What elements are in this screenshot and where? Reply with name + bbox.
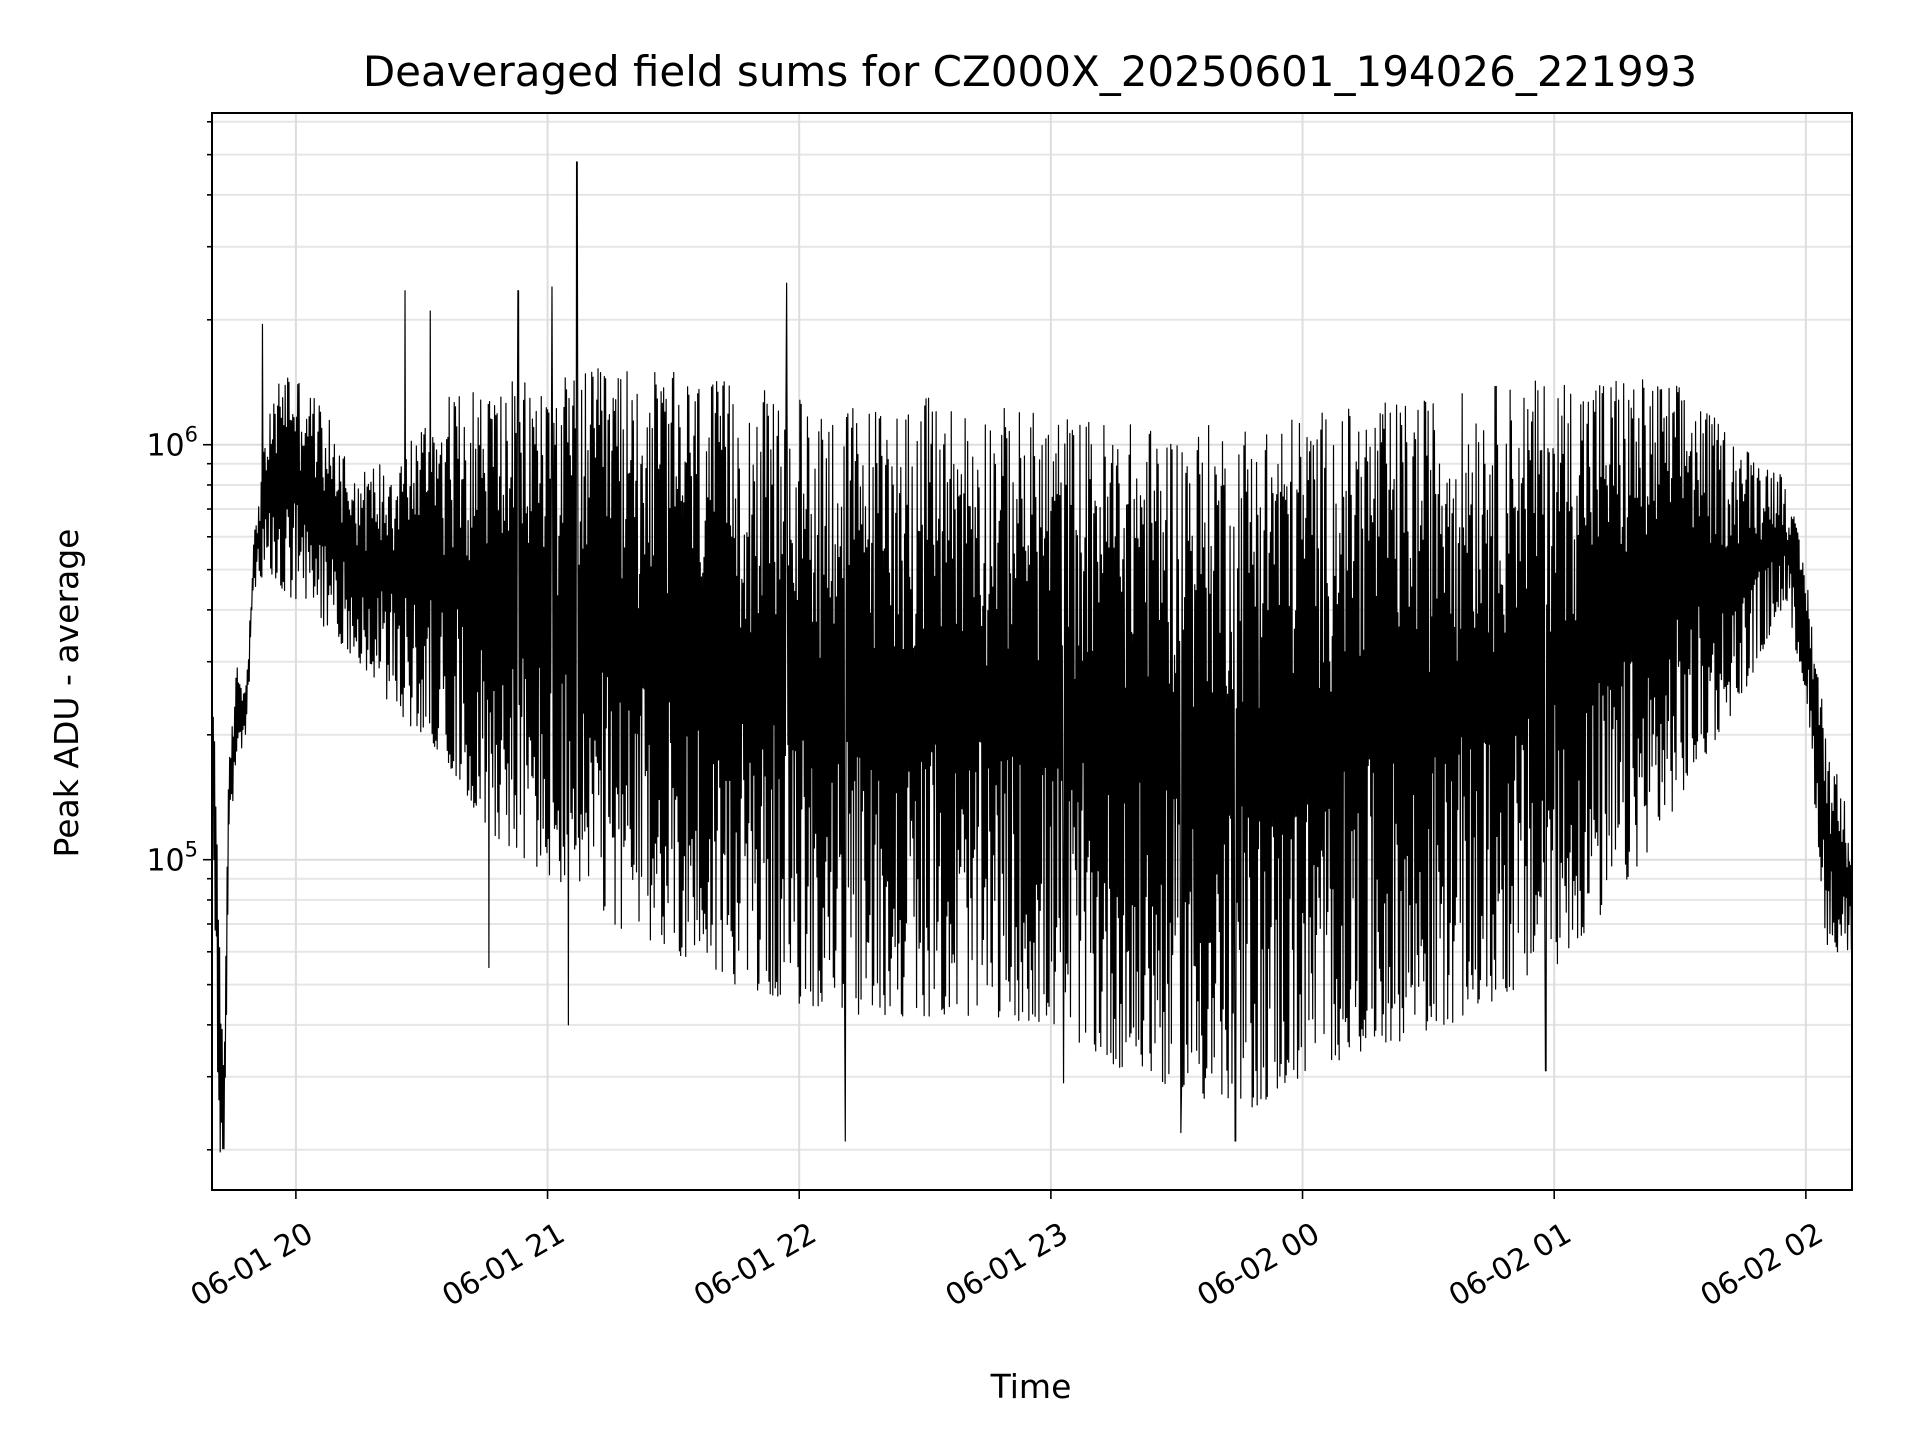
- y-tick-label: 105: [146, 838, 198, 879]
- x-tick-label: 06-02 01: [1443, 1216, 1577, 1314]
- x-tick-label: 06-02 00: [1191, 1216, 1325, 1314]
- x-tick-label: 06-02 02: [1695, 1216, 1829, 1314]
- x-axis-title: Time: [990, 1367, 1072, 1406]
- y-tick-label: 106: [146, 423, 198, 464]
- x-tick-label: 06-01 23: [940, 1216, 1074, 1314]
- y-axis-title: Peak ADU - average: [47, 529, 86, 858]
- x-tick-label: 06-01 20: [185, 1216, 319, 1314]
- chart-title: Deaveraged field sums for CZ000X_2025060…: [363, 47, 1697, 96]
- series-path: [211, 161, 1853, 1153]
- x-tick-label: 06-01 21: [436, 1216, 570, 1314]
- x-tick-label: 06-01 22: [688, 1216, 822, 1314]
- series-line: [211, 161, 1853, 1153]
- plot-frame: [211, 112, 1853, 1191]
